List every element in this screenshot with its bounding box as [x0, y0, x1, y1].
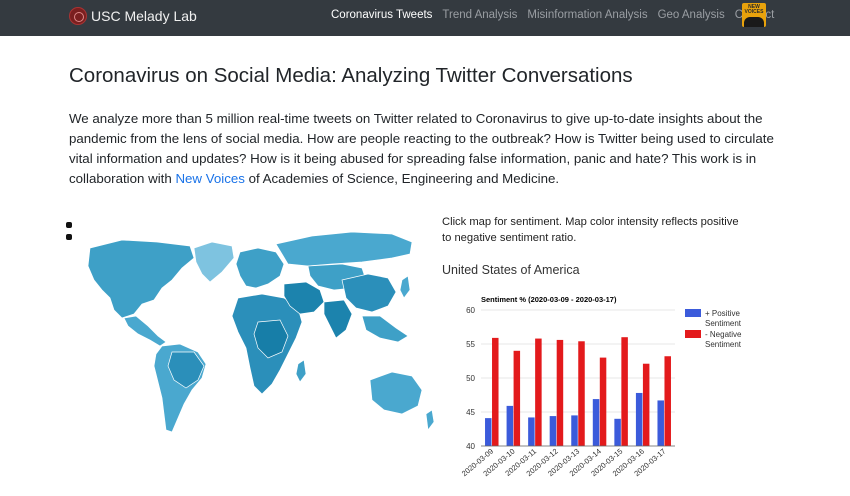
sentiment-bar-chart: Sentiment % (2020-03-09 - 2020-03-17) 40…	[460, 295, 742, 478]
legend-swatch-positive[interactable]	[685, 309, 701, 317]
y-tick-label: 50	[466, 374, 475, 383]
badge-label: NEW VOICES	[744, 4, 764, 15]
bar-negative[interactable]	[513, 350, 521, 446]
nav-trend-analysis[interactable]: Trend Analysis	[442, 9, 518, 21]
map-instructions: Click map for sentiment. Map color inten…	[442, 216, 739, 244]
bar-positive[interactable]	[549, 416, 557, 446]
nav-geo-analysis[interactable]: Geo Analysis	[657, 9, 725, 21]
intro-paragraph: We analyze more than 5 million real-time…	[69, 109, 781, 189]
bar-positive[interactable]	[614, 418, 621, 446]
bar-negative[interactable]	[664, 356, 671, 446]
intro-tail: of Academies of Science, Engineering and…	[244, 171, 560, 186]
map-region-central-america	[123, 315, 167, 347]
lab-logo-icon	[69, 7, 87, 25]
y-tick-label: 60	[466, 306, 475, 315]
bar-positive[interactable]	[592, 399, 600, 446]
map-region-europe	[235, 247, 285, 289]
map-region-china	[341, 273, 397, 313]
bar-positive[interactable]	[485, 418, 492, 446]
map-region-brazil	[167, 351, 205, 389]
bar-negative[interactable]	[535, 338, 542, 446]
selected-country-name: United States of America	[442, 263, 580, 277]
nav-coronavirus-tweets[interactable]: Coronavirus Tweets	[331, 9, 433, 21]
legend-label: Sentiment	[705, 319, 742, 328]
y-tick-label: 55	[466, 340, 475, 349]
map-region-india	[323, 299, 353, 339]
top-navbar: USC Melady Lab Coronavirus Tweets Trend …	[0, 0, 850, 36]
bar-positive[interactable]	[657, 400, 664, 446]
bar-negative[interactable]	[621, 337, 628, 446]
map-region-japan	[399, 275, 411, 299]
bar-negative[interactable]	[556, 339, 564, 446]
legend-label: + Positive	[705, 309, 740, 318]
map-region-new-zealand	[425, 409, 435, 431]
badge-figure-icon	[744, 17, 764, 27]
map-region-greenland	[193, 241, 235, 283]
map-region-central-africa	[253, 319, 289, 359]
bar-positive[interactable]	[635, 392, 643, 446]
zoom-in-icon[interactable]	[66, 222, 72, 228]
legend-label: Sentiment	[705, 340, 742, 349]
bar-negative[interactable]	[642, 363, 650, 446]
world-map-svg[interactable]	[62, 218, 438, 478]
chart-title: Sentiment % (2020-03-09 - 2020-03-17)	[481, 295, 617, 304]
nav-links: Coronavirus Tweets Trend Analysis Misinf…	[331, 9, 784, 21]
bar-positive[interactable]	[528, 417, 535, 446]
map-region-middle-east	[283, 281, 325, 315]
brand-link[interactable]: USC Melady Lab	[69, 6, 197, 26]
legend-swatch-negative[interactable]	[685, 330, 701, 338]
y-tick-label: 45	[466, 408, 475, 417]
bar-negative[interactable]	[599, 357, 607, 446]
page-title: Coronavirus on Social Media: Analyzing T…	[69, 64, 633, 87]
map-region-australia	[369, 371, 423, 415]
y-tick-label: 40	[466, 442, 475, 451]
map-region-russia	[275, 231, 413, 267]
map-region-north-america	[87, 239, 195, 319]
legend-label: - Negative	[705, 330, 742, 339]
new-voices-badge[interactable]: NEW VOICES	[742, 3, 766, 27]
bar-positive[interactable]	[506, 405, 514, 446]
bar-negative[interactable]	[578, 341, 585, 446]
world-sentiment-map[interactable]	[62, 218, 438, 478]
nav-misinformation-analysis[interactable]: Misinformation Analysis	[527, 9, 648, 21]
map-region-madagascar	[295, 359, 307, 383]
new-voices-link[interactable]: New Voices	[175, 171, 245, 186]
zoom-out-icon[interactable]	[66, 234, 72, 240]
chart-bars	[485, 337, 671, 446]
bar-negative[interactable]	[492, 337, 499, 446]
bar-positive[interactable]	[571, 415, 578, 446]
map-region-southeast-asia	[361, 315, 409, 343]
brand-name: USC Melady Lab	[91, 8, 197, 24]
intro-text: We analyze more than 5 million real-time…	[69, 111, 774, 186]
